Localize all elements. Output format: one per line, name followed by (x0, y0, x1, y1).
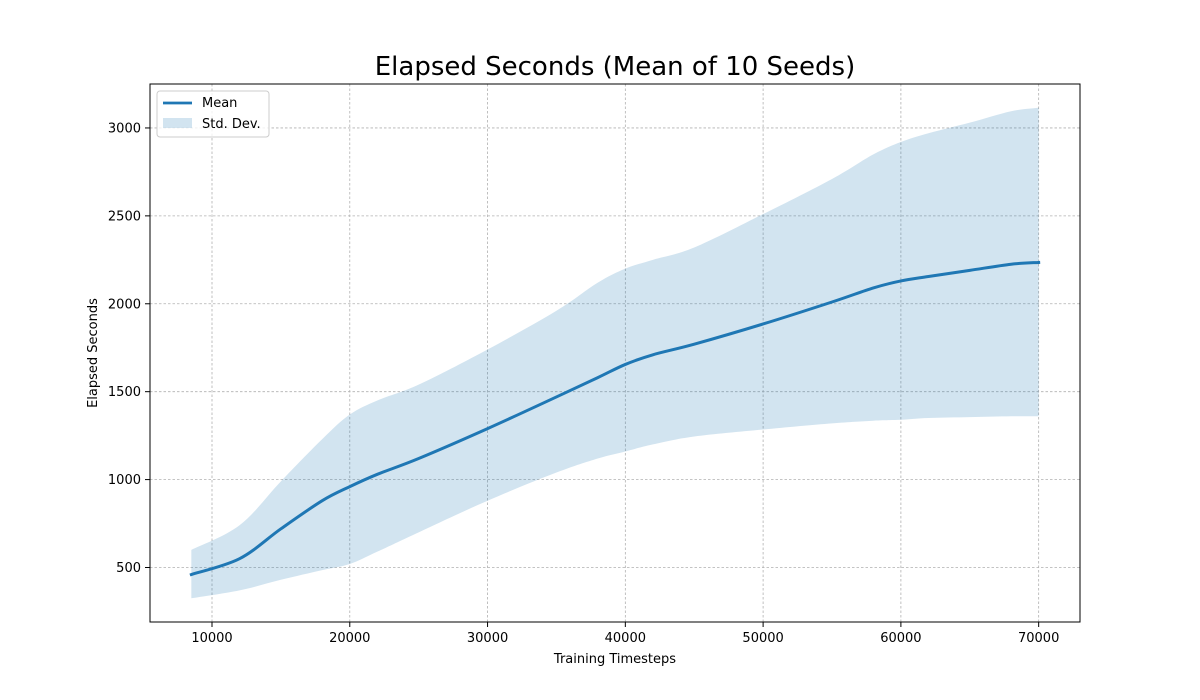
x-axis-label: Training Timesteps (553, 652, 676, 667)
grid-lines (150, 84, 1080, 622)
x-tick-label: 10000 (191, 631, 232, 646)
y-axis: 500 1000 1500 2000 2500 3000 (108, 121, 150, 576)
y-tick-label: 1500 (108, 385, 141, 400)
y-tick-label: 1000 (108, 473, 141, 488)
mean-line (189, 260, 1041, 577)
x-tick-label: 70000 (1018, 631, 1059, 646)
std-dev-band-layer (191, 107, 1039, 599)
x-axis: 10000 20000 30000 40000 50000 60000 70000 (191, 622, 1059, 646)
y-tick-label: 500 (116, 561, 141, 576)
x-tick-label: 60000 (880, 631, 921, 646)
y-tick-label: 2500 (108, 209, 141, 224)
legend-std-dev-swatch (163, 118, 192, 128)
y-tick-label: 3000 (108, 121, 141, 136)
plot-frame (149, 83, 1081, 623)
x-tick-label: 20000 (329, 631, 370, 646)
legend-std-dev-label: Std. Dev. (202, 117, 261, 132)
y-tick-label: 2000 (108, 297, 141, 312)
mean-line-layer (189, 260, 1041, 577)
std-dev-band (191, 107, 1039, 599)
y-axis-label: Elapsed Seconds (86, 298, 101, 408)
chart-title: Elapsed Seconds (Mean of 10 Seeds) (375, 52, 856, 82)
legend: Mean Std. Dev. (156, 90, 270, 138)
x-tick-label: 30000 (467, 631, 508, 646)
legend-mean-label: Mean (202, 96, 237, 111)
x-tick-label: 40000 (605, 631, 646, 646)
x-tick-label: 50000 (742, 631, 783, 646)
